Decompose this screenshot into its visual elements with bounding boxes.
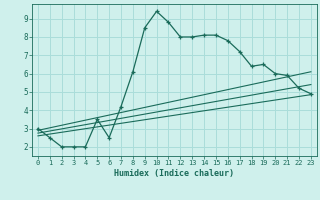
X-axis label: Humidex (Indice chaleur): Humidex (Indice chaleur) xyxy=(115,169,234,178)
